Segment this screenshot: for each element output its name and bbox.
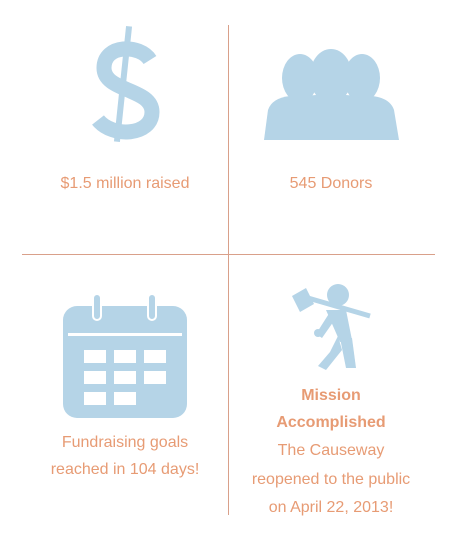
- dollar-icon: [92, 26, 160, 142]
- caption: reopened to the public: [252, 471, 410, 488]
- calendar-icon: [63, 293, 187, 418]
- caption: The Causeway: [278, 442, 385, 459]
- donors-icon: [264, 49, 399, 140]
- caption: on April 22, 2013!: [269, 499, 394, 516]
- caption: Fundraising goals: [62, 434, 188, 451]
- heading: Mission: [301, 387, 361, 404]
- heading: Accomplished: [276, 414, 385, 431]
- caption: reached in 104 days!: [51, 461, 200, 478]
- caption: 545 Donors: [290, 175, 373, 192]
- caption: $1.5 million raised: [61, 175, 190, 192]
- worker-icon: [292, 284, 371, 370]
